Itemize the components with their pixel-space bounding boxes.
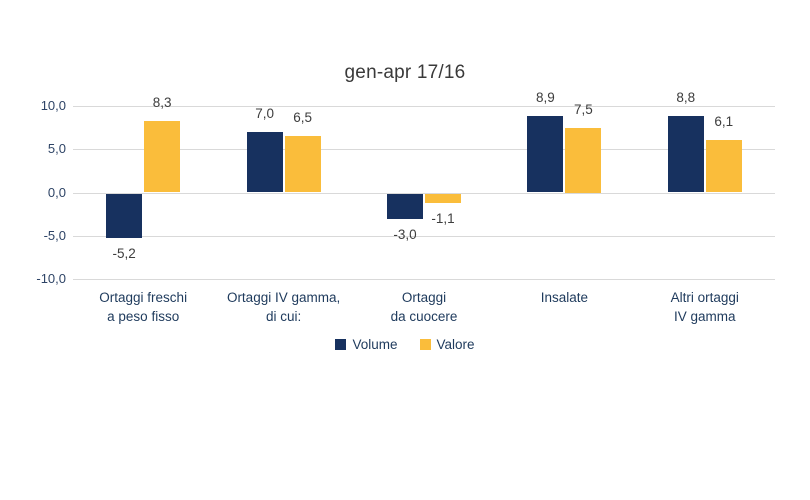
bar-volume [246,131,283,193]
category-label: Ortaggi da cuocere [390,290,458,324]
bar-volume [387,193,423,220]
plot-area: 10,0 5,0 0,0 -5,0 -10,0 -5,2 7,0 -3,0 8,9 8,8 8,3 6… [36,89,775,324]
bar-value-label: 8,3 [152,94,172,110]
legend: Volume Valore [0,337,810,352]
category-label: Altri ortaggi IV gamma [670,290,739,324]
legend-item-volume: Volume [335,337,398,352]
bar-valore [144,120,181,193]
category-label: Ortaggi IV gamma, di cui: [226,290,341,324]
category-label: Insalate [540,290,589,305]
gridline [73,192,775,194]
bar-value-label: 7,5 [574,101,593,117]
gridline [73,106,775,107]
y-axis-tick-label: 5,0 [47,141,66,157]
bar-volume [106,193,143,239]
y-axis-tick-label: -5,0 [43,227,66,243]
bar-valore [565,127,602,193]
bar-value-label: -1,1 [431,211,455,226]
bar-valore [425,193,461,203]
legend-swatch-valore [419,339,431,350]
gridline [73,279,775,280]
y-axis-tick-label: 10,0 [40,98,66,113]
gridline [73,149,775,151]
bar-value-label: 6,5 [293,110,312,126]
bar-valore [705,139,742,193]
legend-swatch-volume [335,339,347,350]
bar-value-label: 7,0 [255,105,274,121]
bar-value-label: 8,8 [676,90,696,106]
legend-label-valore: Valore [436,337,475,352]
gridline [73,235,775,237]
y-axis-tick-label: -10,0 [36,271,66,286]
bar-value-label: -3,0 [393,227,417,243]
y-axis-tick-label: 0,0 [47,184,66,200]
bar-volume [667,116,704,193]
bar-value-label: -5,2 [112,246,136,262]
category-label: Ortaggi freschi a peso fisso [99,290,188,324]
bar-value-label: 6,1 [714,113,734,129]
bar-volume [527,115,564,193]
bar-value-label: 8,9 [536,89,555,105]
legend-item-valore: Valore [419,337,475,352]
bar-valore [284,136,321,193]
chart-title: gen-apr 17/16 [344,62,466,83]
legend-label-volume: Volume [352,337,398,352]
